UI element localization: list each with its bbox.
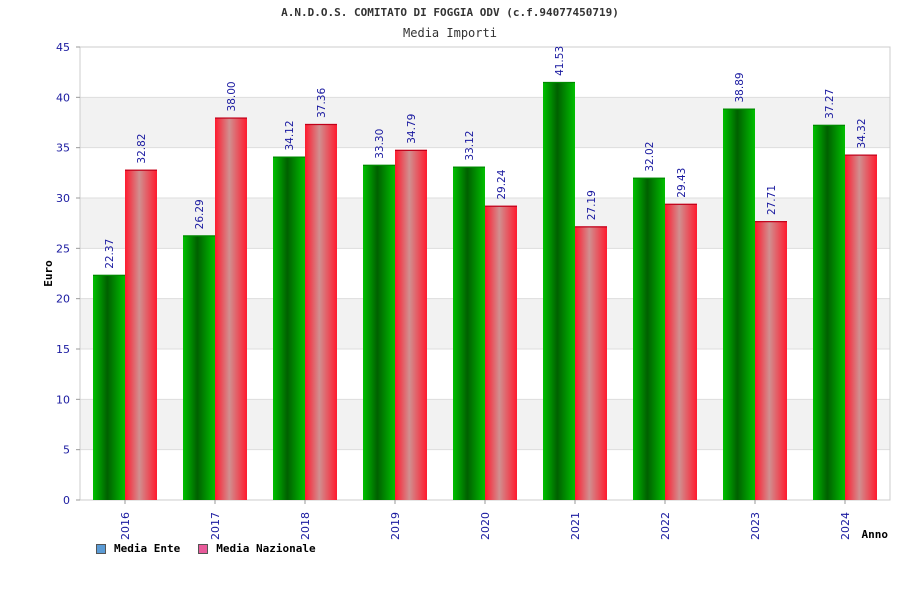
bar-top-edge [273, 156, 305, 158]
data-label: 29.24 [496, 169, 508, 199]
y-tick-label: 10 [56, 393, 70, 406]
bar-top-edge [755, 221, 787, 223]
bar-top-edge [845, 154, 877, 156]
bar-media-ente-2020 [453, 166, 485, 501]
bar-top-edge [215, 117, 247, 119]
x-tick-label: 2020 [479, 512, 492, 540]
bar-media-nazionale-2024 [845, 154, 877, 500]
bar-top-edge [813, 124, 845, 127]
data-label: 37.27 [824, 89, 836, 119]
y-tick-label: 15 [56, 343, 70, 356]
bar-media-nazionale-2016 [125, 169, 157, 500]
bar-media-nazionale-2017 [215, 117, 247, 500]
bar-media-nazionale-2021 [575, 226, 607, 500]
data-label: 33.30 [374, 129, 386, 159]
bar-top-edge [485, 205, 517, 207]
bar-top-edge [395, 149, 427, 151]
bar-media-nazionale-2018 [305, 123, 337, 500]
x-axis-title: Anno [862, 528, 889, 541]
x-tick-label: 2021 [569, 512, 582, 540]
bar-media-ente-2024 [813, 124, 845, 500]
bar-top-edge [453, 166, 485, 168]
data-label: 38.00 [226, 81, 238, 111]
bar-media-ente-2019 [363, 164, 395, 500]
x-tick-label: 2019 [389, 512, 402, 540]
x-tick-label: 2023 [749, 512, 762, 540]
data-label: 26.29 [194, 199, 206, 229]
bar-top-edge [363, 164, 395, 166]
bar-top-edge [575, 226, 607, 228]
data-label: 34.12 [284, 120, 296, 150]
data-label: 22.37 [104, 239, 116, 269]
bar-top-edge [723, 108, 755, 110]
bar-media-ente-2016 [93, 274, 125, 500]
legend-swatch-media-nazionale [198, 543, 209, 554]
data-label: 37.36 [316, 88, 328, 118]
legend-swatch-media-ente [96, 543, 106, 554]
data-label: 32.02 [644, 142, 656, 172]
x-tick-label: 2022 [659, 512, 672, 540]
legend-label-media-ente: Media Ente [114, 542, 181, 555]
y-tick-label: 45 [56, 41, 70, 54]
bar-media-ente-2022 [633, 177, 665, 500]
bar-media-nazionale-2023 [755, 221, 787, 500]
data-label: 27.19 [586, 190, 598, 220]
bar-top-edge [183, 235, 215, 237]
x-tick-label: 2016 [119, 512, 132, 540]
data-label: 41.53 [554, 46, 566, 76]
bar-media-nazionale-2022 [665, 203, 697, 500]
bar-media-ente-2023 [723, 108, 755, 501]
bar-top-edge [665, 203, 697, 205]
bar-media-ente-2018 [273, 156, 305, 500]
x-tick-label: 2018 [299, 512, 312, 540]
grid-band [80, 97, 890, 148]
x-tick-label: 2024 [839, 512, 852, 540]
bar-top-edge [305, 123, 337, 126]
bar-top-edge [543, 81, 575, 84]
legend-label-media-nazionale: Media Nazionale [216, 542, 316, 555]
bar-media-ente-2017 [183, 235, 215, 500]
bar-top-edge [93, 274, 125, 277]
chart-subtitle: Media Importi [403, 26, 497, 40]
data-label: 27.71 [766, 185, 778, 215]
data-label: 29.43 [676, 168, 688, 198]
legend-item-media-ente: Media Ente [96, 542, 180, 555]
y-tick-label: 35 [56, 142, 70, 155]
data-label: 34.79 [406, 114, 418, 144]
data-label: 33.12 [464, 131, 476, 161]
bar-top-edge [633, 177, 665, 179]
bar-media-nazionale-2019 [395, 149, 427, 500]
y-axis-title: Euro [42, 260, 55, 287]
bar-media-nazionale-2020 [485, 205, 517, 500]
y-tick-label: 20 [56, 293, 70, 306]
grid-band [80, 47, 890, 98]
y-tick-label: 25 [56, 242, 70, 255]
data-label: 32.82 [136, 134, 148, 164]
bar-media-ente-2021 [543, 81, 575, 500]
y-tick-label: 5 [63, 444, 70, 457]
legend: Media Ente Media Nazionale [96, 542, 316, 555]
data-label: 38.89 [734, 72, 746, 102]
legend-item-media-nazionale: Media Nazionale [198, 542, 316, 555]
y-tick-label: 40 [56, 91, 70, 104]
y-tick-label: 30 [56, 192, 70, 205]
bar-top-edge [125, 169, 157, 171]
data-label: 34.32 [856, 118, 868, 148]
y-tick-label: 0 [63, 494, 70, 507]
x-tick-label: 2017 [209, 512, 222, 540]
chart-title: A.N.D.O.S. COMITATO DI FOGGIA ODV (c.f.9… [281, 6, 619, 19]
